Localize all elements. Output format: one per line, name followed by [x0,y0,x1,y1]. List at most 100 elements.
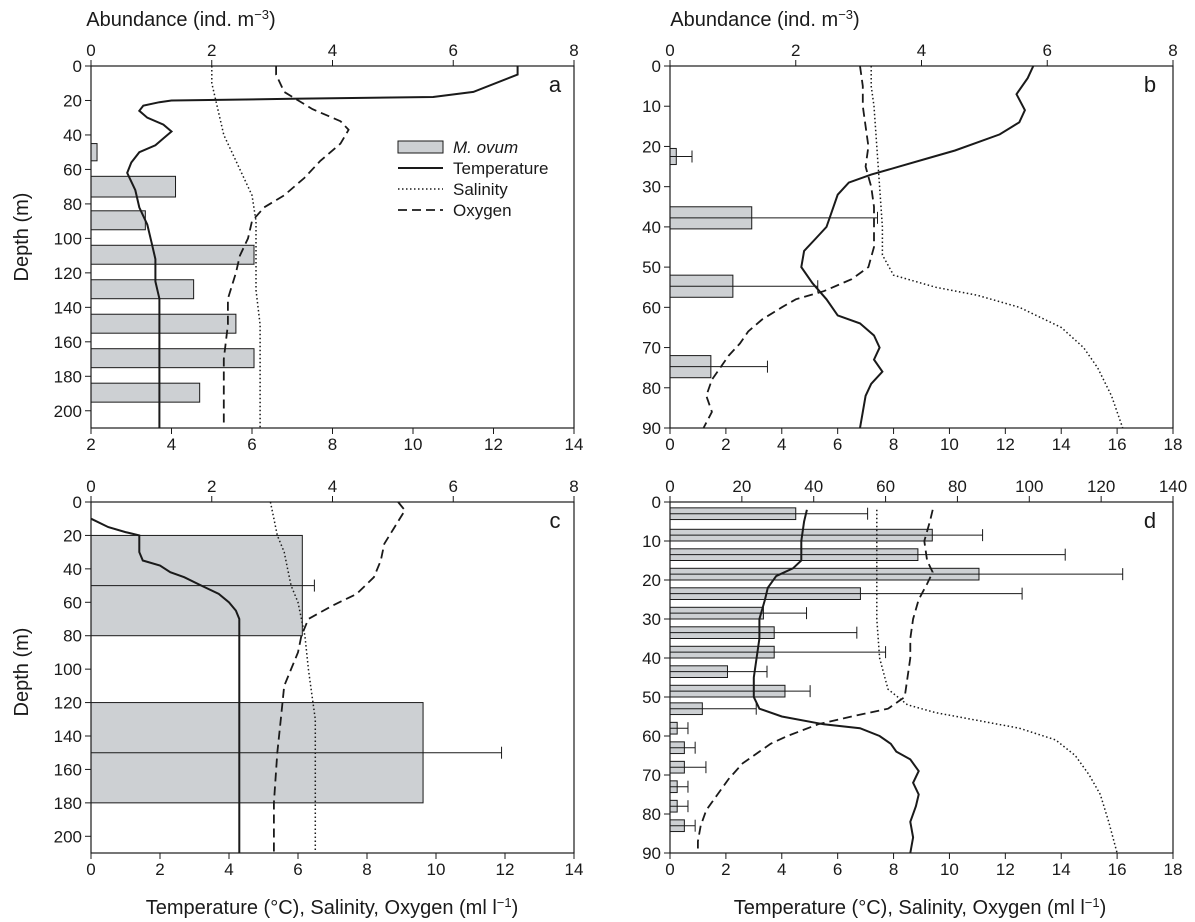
error-bar-d-14 [670,761,707,774]
bar-a-1 [90,143,98,162]
depth-tick-label: 30 [642,610,661,629]
top-tick-label: 0 [665,41,674,60]
top-tick-label: 140 [1159,477,1187,496]
depth-tick-label: 0 [652,57,661,76]
top-tick-label: 4 [917,41,926,60]
error-bar-d-3 [670,548,1066,561]
salinity-line-a [211,66,261,428]
depth-tick-label: 60 [642,727,661,746]
bottom-tick-label: 0 [665,860,674,879]
bottom-tick-label: 12 [996,860,1015,879]
bottom-tick-label: 4 [224,860,233,879]
bottom-tick-label: 2 [155,860,164,879]
temperature-line-b [800,65,1035,429]
depth-tick-label: 80 [63,195,82,214]
error-bar-b-4 [670,360,768,373]
oxygen-line-a [222,66,350,428]
error-bar-d-12 [670,722,689,735]
error-bar-d-16 [670,800,689,813]
oxygen-line-d [697,509,934,853]
error-bar-b-2 [670,211,878,224]
abundance-title-a: Abundance (ind. m−3) [86,7,275,32]
top-tick-label: 0 [86,41,95,60]
legend-label-oxygen: Oxygen [453,201,512,220]
depth-tick-label: 200 [54,402,82,421]
bottom-tick-label: 14 [565,860,584,879]
panels-layer: 0 2 4 6 82 4 6 8 10 12 140204060801001201401601802… [54,41,1188,879]
depth-tick-label: 10 [642,97,661,116]
top-tick-label: 4 [328,41,337,60]
temperature-line-a [126,66,519,428]
depth-tick-label: 60 [63,593,82,612]
bottom-tick-label: 10 [940,860,959,879]
top-tick-label: 60 [876,477,895,496]
legend-label-salinity: Salinity [453,180,508,199]
bottom-tick-label: 8 [889,435,898,454]
bottom-tick-label: 8 [328,435,337,454]
bottom-tick-label: 16 [1108,860,1127,879]
bottom-tick-label: 10 [404,435,423,454]
top-tick-label: 20 [732,477,751,496]
error-bar-d-6 [670,607,808,620]
depth-tick-label: 0 [652,493,661,512]
depth-tick-label: 20 [63,526,82,545]
plot-frame-d [669,501,1174,854]
depth-tick-label: 30 [642,178,661,197]
plot-frame-b [669,65,1174,429]
depth-tick-label: 60 [63,160,82,179]
salinity-line-d [876,509,1118,854]
bottom-title-c: Temperature (°C), Salinity, Oxygen (ml l… [146,895,519,920]
depth-tick-label: 70 [642,766,661,785]
depth-tick-label: 10 [642,532,661,551]
error-bar-d-13 [670,741,696,754]
bottom-tick-label: 12 [496,860,515,879]
bar-a-8 [90,382,201,403]
top-tick-label: 120 [1087,477,1115,496]
bottom-tick-label: 8 [362,860,371,879]
top-tick-label: 4 [328,477,337,496]
depth-tick-label: 160 [54,333,82,352]
bottom-tick-label: 16 [1108,435,1127,454]
top-tick-label: 2 [207,41,216,60]
depth-tick-label: 20 [642,571,661,590]
depth-tick-label: 40 [642,649,661,668]
salinity-line-b [870,66,1124,429]
oxygen-line-c [273,501,407,853]
depth-tick-label: 200 [54,827,82,846]
bottom-tick-label: 0 [86,860,95,879]
depth-tick-label: 180 [54,367,82,386]
top-tick-label: 8 [569,41,578,60]
bottom-title-d: Temperature (°C), Salinity, Oxygen (ml l… [734,895,1107,920]
error-bar-d-9 [670,665,768,678]
error-bar-d-17 [670,819,696,832]
depth-tick-label: 40 [63,126,82,145]
depth-tick-label: 90 [642,419,661,438]
error-bar-c-2 [91,746,503,759]
panel-a: 0 2 4 6 82 4 6 8 10 12 140204060801001201401601802… [54,41,584,454]
error-bar-d-5 [670,587,1023,600]
depth-tick-label: 90 [642,844,661,863]
depth-tick-label: 20 [642,137,661,156]
bottom-tick-label: 2 [721,435,730,454]
error-bar-b-1 [670,150,693,163]
error-bar-d-1 [670,507,869,520]
depth-title-c: Depth (m) [11,628,33,717]
panel-letter-d: d [1144,508,1156,533]
depth-tick-label: 0 [73,493,82,512]
top-tick-label: 6 [1043,41,1052,60]
bar-a-3 [90,210,146,231]
bottom-tick-label: 12 [996,435,1015,454]
top-tick-label: 0 [665,477,674,496]
depth-title-a: Depth (m) [11,193,33,282]
bottom-tick-label: 6 [833,435,842,454]
bottom-tick-label: 4 [167,435,176,454]
bottom-tick-label: 10 [427,860,446,879]
temperature-line-d [752,509,920,854]
depth-tick-label: 20 [63,91,82,110]
error-bar-d-4 [670,568,1124,581]
bottom-tick-label: 18 [1164,435,1183,454]
temperature-line-c [90,517,241,853]
oxygen-line-b [702,65,875,429]
depth-tick-label: 70 [642,339,661,358]
